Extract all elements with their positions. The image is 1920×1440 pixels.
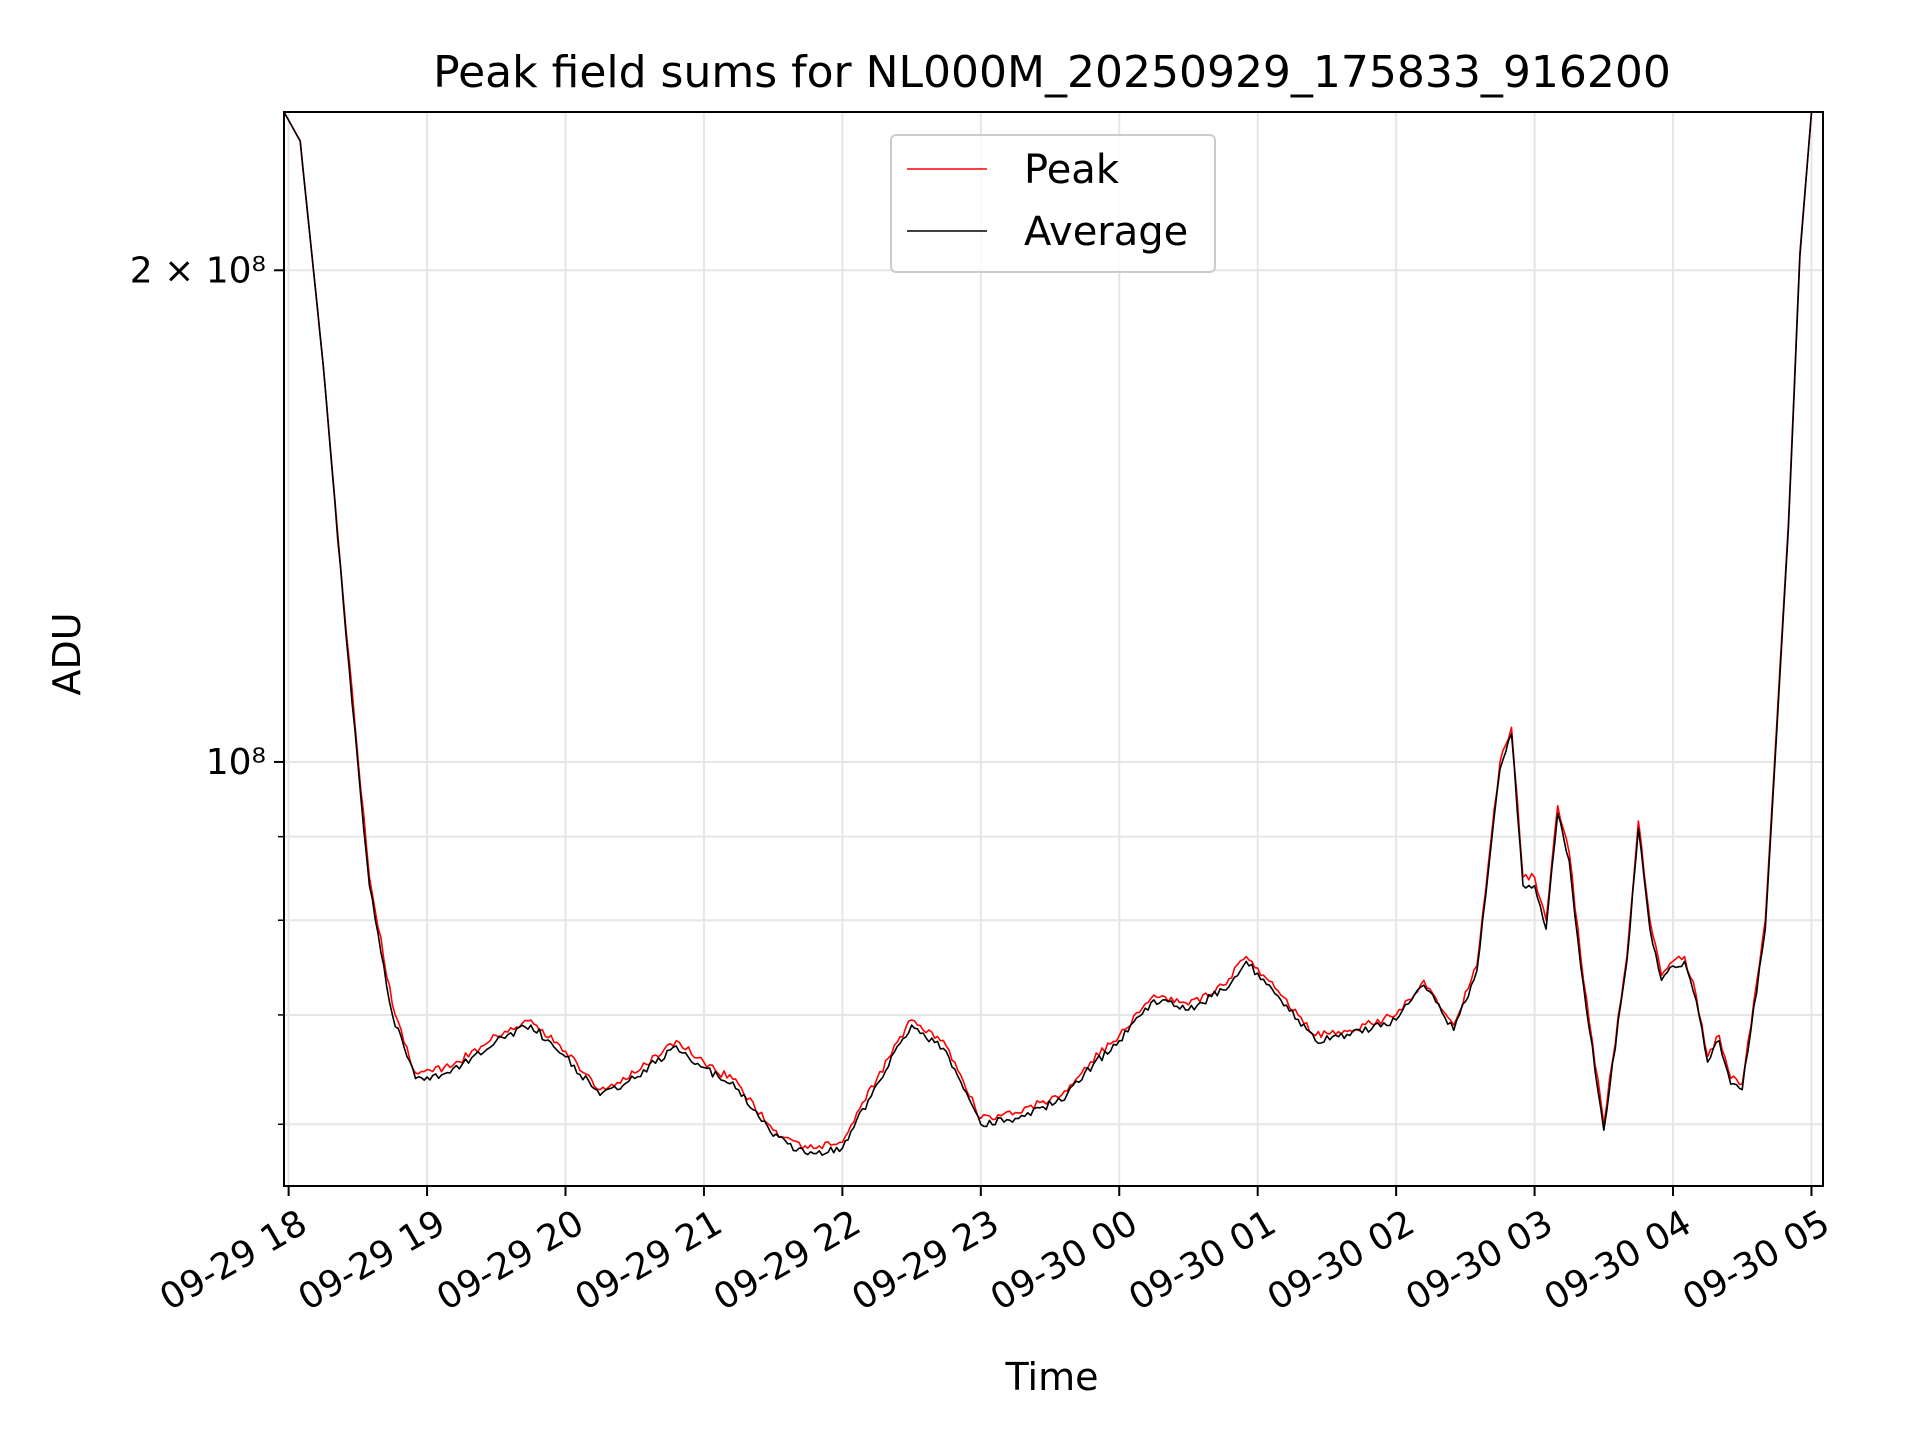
- legend-label-peak: Peak: [1024, 147, 1120, 193]
- chart-title: Peak field sums for NL000M_20250929_1758…: [433, 47, 1671, 98]
- grid-lines: [284, 112, 1823, 1186]
- plot-frame: [283, 111, 1824, 1187]
- legend-label-average: Average: [1024, 209, 1188, 255]
- series-line-average: [283, 111, 1813, 1156]
- x-axis-label: Time: [1005, 1355, 1099, 1399]
- y-tick-label: 10⁸: [206, 742, 266, 783]
- y-axis-label: ADU: [45, 612, 89, 695]
- series-lines: [283, 111, 1813, 1156]
- legend: Peak Average: [890, 134, 1216, 273]
- y-tick-label: 2 × 10⁸: [130, 250, 266, 291]
